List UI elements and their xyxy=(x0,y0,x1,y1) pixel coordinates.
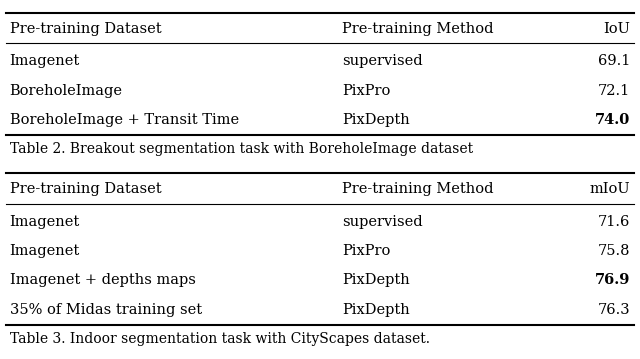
Text: 35% of Midas training set: 35% of Midas training set xyxy=(10,303,202,317)
Text: mIoU: mIoU xyxy=(590,182,630,196)
Text: Pre-training Dataset: Pre-training Dataset xyxy=(10,182,161,196)
Text: 74.0: 74.0 xyxy=(595,113,630,127)
Text: BoreholeImage + Transit Time: BoreholeImage + Transit Time xyxy=(10,113,239,127)
Text: Pre-training Dataset: Pre-training Dataset xyxy=(10,22,161,36)
Text: Imagenet: Imagenet xyxy=(10,215,80,229)
Text: Imagenet: Imagenet xyxy=(10,244,80,258)
Text: 69.1: 69.1 xyxy=(598,54,630,68)
Text: PixPro: PixPro xyxy=(342,244,391,258)
Text: Pre-training Method: Pre-training Method xyxy=(342,182,494,196)
Text: Imagenet: Imagenet xyxy=(10,54,80,68)
Text: PixDepth: PixDepth xyxy=(342,113,410,127)
Text: supervised: supervised xyxy=(342,54,423,68)
Text: Imagenet + depths maps: Imagenet + depths maps xyxy=(10,274,195,288)
Text: 76.9: 76.9 xyxy=(595,274,630,288)
Text: 71.6: 71.6 xyxy=(598,215,630,229)
Text: PixDepth: PixDepth xyxy=(342,274,410,288)
Text: PixDepth: PixDepth xyxy=(342,303,410,317)
Text: Table 2. Breakout segmentation task with BoreholeImage dataset: Table 2. Breakout segmentation task with… xyxy=(10,143,473,157)
Text: supervised: supervised xyxy=(342,215,423,229)
Text: Pre-training Method: Pre-training Method xyxy=(342,22,494,36)
Text: Table 3. Indoor segmentation task with CityScapes dataset.: Table 3. Indoor segmentation task with C… xyxy=(10,332,429,346)
Text: IoU: IoU xyxy=(604,22,630,36)
Text: PixPro: PixPro xyxy=(342,84,391,98)
Text: 72.1: 72.1 xyxy=(598,84,630,98)
Text: 76.3: 76.3 xyxy=(598,303,630,317)
Text: BoreholeImage: BoreholeImage xyxy=(10,84,123,98)
Text: 75.8: 75.8 xyxy=(598,244,630,258)
